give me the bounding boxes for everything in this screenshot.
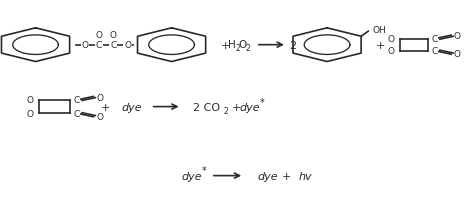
Text: +: +	[231, 102, 241, 112]
Text: H: H	[228, 39, 236, 49]
Text: 2 CO: 2 CO	[193, 102, 220, 112]
Text: O: O	[238, 39, 247, 49]
Text: O: O	[388, 35, 394, 44]
Text: O: O	[27, 96, 34, 105]
Text: C: C	[73, 109, 80, 118]
Text: dye: dye	[257, 171, 278, 181]
Text: C: C	[431, 35, 438, 44]
Text: O: O	[27, 109, 34, 118]
Text: C: C	[431, 47, 438, 56]
Text: +: +	[101, 102, 110, 112]
Text: C: C	[73, 96, 80, 105]
Text: 2: 2	[235, 43, 240, 52]
Text: 2: 2	[289, 40, 297, 50]
Text: dye: dye	[121, 102, 142, 112]
Text: O: O	[124, 41, 131, 50]
Text: C: C	[73, 96, 80, 105]
Text: C: C	[110, 41, 117, 50]
Text: 2: 2	[223, 107, 228, 116]
Text: O: O	[110, 31, 117, 40]
Text: O: O	[454, 50, 461, 59]
Text: O: O	[388, 35, 394, 44]
Text: O: O	[96, 112, 103, 121]
Text: O: O	[388, 47, 394, 56]
Text: O: O	[27, 96, 34, 105]
Text: O: O	[96, 93, 103, 102]
Text: +: +	[220, 40, 230, 50]
Text: C: C	[73, 109, 80, 118]
Text: *: *	[201, 165, 206, 175]
Text: hv: hv	[299, 171, 312, 181]
Text: dye: dye	[240, 102, 261, 112]
Text: O: O	[454, 32, 461, 41]
Text: dye: dye	[182, 171, 202, 181]
Text: 2: 2	[246, 43, 250, 52]
Text: O: O	[27, 109, 34, 118]
Text: +: +	[376, 40, 385, 50]
Text: C: C	[431, 47, 438, 56]
Text: +: +	[282, 171, 292, 181]
Text: O: O	[388, 47, 394, 56]
Text: O: O	[96, 31, 102, 40]
Text: C: C	[96, 41, 102, 50]
Text: *: *	[260, 97, 264, 107]
Text: O: O	[82, 41, 88, 50]
Text: C: C	[431, 35, 438, 44]
Text: OH: OH	[373, 25, 387, 35]
